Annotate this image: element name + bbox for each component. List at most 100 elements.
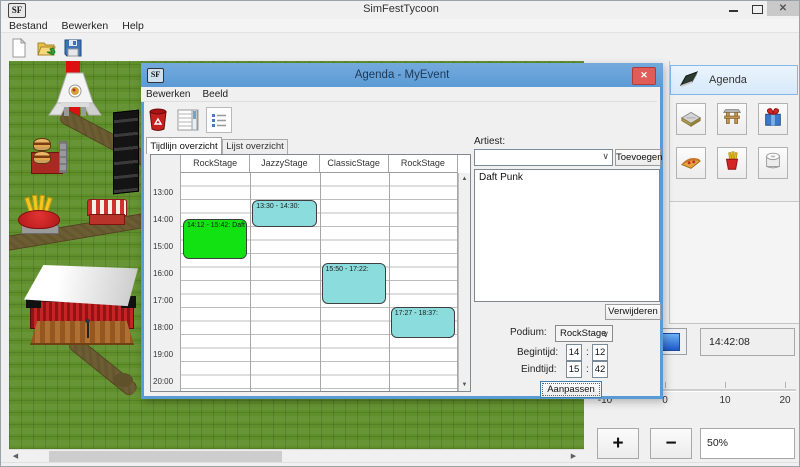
fries-stand[interactable] — [15, 194, 61, 235]
close-button[interactable]: ✕ — [767, 1, 799, 16]
hour-label: 14:00 — [153, 214, 174, 224]
scroll-down-icon[interactable]: ▼ — [461, 382, 468, 388]
trash-icon[interactable] — [146, 107, 170, 133]
column-separator — [250, 173, 252, 391]
slider-tick — [665, 382, 666, 388]
save-icon[interactable] — [63, 38, 83, 58]
pizza-icon — [680, 150, 702, 177]
list-view-icon[interactable] — [206, 107, 232, 133]
menu-item-bewerken[interactable]: Bewerken — [61, 20, 109, 32]
end-minute-field[interactable]: 42 — [592, 361, 608, 378]
tab-lijst-overzicht[interactable]: Lijst overzicht — [222, 139, 288, 154]
column-separator — [319, 173, 321, 391]
agenda-book-icon — [678, 69, 700, 92]
panel-divider — [669, 61, 670, 324]
scroll-left-icon[interactable]: ◀ — [12, 453, 19, 460]
hour-label: 18:00 — [153, 322, 174, 332]
add-artist-button[interactable]: Toevoegen — [615, 149, 662, 166]
schedule-content[interactable]: 13:00 14:00 15:00 16:00 17:00 18:00 19:00 20:00… — [153, 173, 458, 391]
podium-label: Podium: — [510, 327, 547, 338]
apply-button[interactable]: Aanpassen — [540, 381, 602, 398]
schedule-event[interactable]: 15:50 - 17:22: — [321, 263, 386, 305]
tool-button-pizza-stand-tool[interactable] — [676, 147, 706, 179]
time-gutter — [151, 155, 181, 391]
burger — [33, 151, 51, 164]
panel-empty-area — [670, 202, 799, 323]
schedule-event[interactable]: 13:30 - 14:30: — [252, 200, 317, 227]
sidebar-item-label: Agenda — [709, 74, 747, 86]
artist-list-item[interactable]: Daft Punk — [479, 172, 523, 183]
main-stage[interactable] — [24, 265, 138, 345]
hour-label: 20:00 — [153, 376, 174, 386]
hour-label: 16:00 — [153, 268, 174, 278]
speed-slider[interactable] — [600, 389, 796, 392]
minimize-button[interactable] — [723, 1, 743, 16]
speaker-stack[interactable] — [113, 109, 139, 195]
slider-tick-label: 10 — [719, 395, 731, 406]
new-file-icon[interactable] — [9, 37, 29, 58]
entrance-tent[interactable] — [47, 69, 103, 119]
agenda-dialog: SF Agenda - MyEvent ✕ Bewerken Beeld Tijd… — [141, 63, 663, 399]
tool-button-fries-stand-tool[interactable] — [717, 147, 747, 179]
window-bottom-strip — [1, 462, 799, 466]
end-time-label: Eindtijd: — [521, 364, 557, 375]
map-horizontal-scrollbar[interactable]: ◀ ▶ — [9, 449, 584, 462]
tab-tijdlijn-overzicht[interactable]: Tijdlijn overzicht — [146, 137, 222, 154]
menu-item-help[interactable]: Help — [122, 20, 144, 32]
main-menubar: Bestand Bewerken Help — [1, 19, 799, 33]
schedule-event[interactable]: 17:27 - 18:37: — [390, 306, 455, 339]
end-hour-field[interactable]: 15 — [566, 361, 582, 378]
panel-divider — [670, 201, 799, 202]
main-toolbar — [1, 34, 799, 61]
scroll-up-icon[interactable]: ▲ — [461, 176, 468, 182]
timeline-view-icon[interactable] — [176, 107, 200, 133]
artist-label: Artiest: — [474, 136, 506, 147]
burger — [33, 138, 51, 151]
dialog-close-button[interactable]: ✕ — [632, 67, 656, 85]
window-title: SimFestTycoon — [363, 3, 439, 15]
start-minute-field[interactable]: 12 — [592, 344, 608, 361]
hour-label: 19:00 — [153, 349, 174, 359]
scrollbar-thumb[interactable] — [49, 451, 282, 462]
striped-booth[interactable] — [87, 199, 127, 225]
menu-item-bestand[interactable]: Bestand — [9, 20, 48, 32]
chevron-down-icon: ∨ — [602, 329, 609, 339]
scroll-right-icon[interactable]: ▶ — [570, 453, 577, 460]
slider-tick-label: 20 — [779, 395, 791, 406]
fries-icon — [721, 150, 743, 177]
dialog-logo-icon: SF — [147, 67, 164, 83]
slider-tick-label: 0 — [662, 395, 668, 406]
dialog-menubar: Bewerken Beeld — [141, 87, 657, 102]
start-time-label: Begintijd: — [517, 347, 559, 358]
dialog-titlebar[interactable]: SF Agenda - MyEvent ✕ — [141, 63, 663, 87]
schedule-event[interactable]: 14:12 - 15:42: Daft Punk — [183, 218, 248, 260]
artist-listbox[interactable]: Daft Punk — [474, 169, 660, 302]
tool-button-road-tool[interactable] — [676, 103, 706, 135]
schedule-grid[interactable]: RockStage JazzyStage ClassicStage RockStage… — [150, 154, 471, 392]
game-clock: 14:42:08 — [700, 328, 795, 356]
sidebar-item-agenda[interactable]: Agenda — [670, 65, 798, 95]
burger-stand[interactable] — [31, 138, 67, 175]
schedule-scrollbar[interactable]: ▲ ▼ — [458, 173, 470, 391]
zoom-out-button[interactable]: − — [650, 428, 692, 459]
remove-artist-button[interactable]: Verwijderen — [605, 304, 661, 320]
dialog-menu-item-bewerken[interactable]: Bewerken — [146, 89, 191, 100]
tool-button-stage-tool[interactable] — [717, 103, 747, 135]
maximize-button[interactable] — [747, 1, 767, 16]
tool-button-toilet-tool[interactable] — [758, 147, 788, 179]
dialog-menu-item-beeld[interactable]: Beeld — [202, 89, 229, 100]
start-hour-field[interactable]: 14 — [566, 344, 582, 361]
gift-icon — [762, 106, 784, 133]
tool-button-attraction-tool[interactable] — [758, 103, 788, 135]
time-colon: : — [586, 364, 589, 375]
podium-combobox[interactable]: RockStage ∨ — [555, 325, 613, 342]
build-tool-grid — [676, 103, 799, 198]
fries-bowl — [18, 210, 60, 229]
stage-floor — [30, 321, 134, 345]
zoom-in-button[interactable]: + — [597, 428, 639, 459]
panel-divider — [669, 323, 799, 324]
artist-combobox[interactable]: ∨ — [474, 149, 613, 166]
open-folder-icon[interactable] — [36, 38, 56, 58]
stage-gate-icon — [721, 106, 743, 133]
